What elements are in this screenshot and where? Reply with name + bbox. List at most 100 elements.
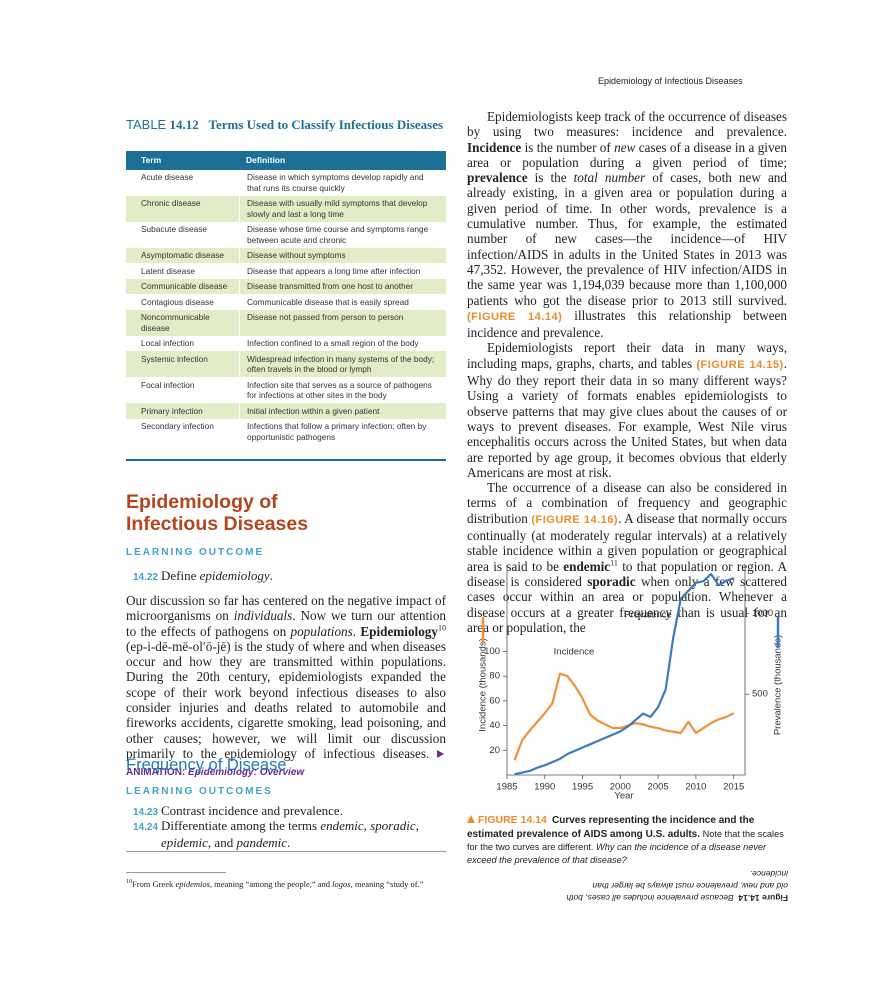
outcome-text: , and xyxy=(207,835,237,850)
definition-cell: Disease whose time course and symptoms r… xyxy=(239,221,446,248)
y-tick-label: 40 xyxy=(489,720,500,731)
x-tick-label: 1995 xyxy=(572,782,593,793)
outcome-text: Differentiate among the terms xyxy=(161,818,321,833)
table-number: 14.12 xyxy=(169,117,199,132)
outcome: 14.23 Contrast incidence and prevalence. xyxy=(133,803,446,820)
term-cell: Contagious disease xyxy=(141,296,214,307)
outcome-heading: LEARNING OUTCOMES xyxy=(126,786,273,797)
text: of cases, both new and already existing,… xyxy=(467,170,787,308)
figure-ref[interactable]: (FIGURE 14.14) xyxy=(467,310,563,323)
outcome-text: pandemic xyxy=(236,835,287,850)
table-row: Latent disease Disease that appears a lon… xyxy=(126,263,446,279)
outcome-number: 14.22 xyxy=(133,572,159,583)
footnote-ref: 10 xyxy=(438,623,446,633)
section-rule xyxy=(126,851,446,852)
x-tick-label: 1985 xyxy=(496,782,517,793)
term: endemic xyxy=(563,558,611,574)
text: epidemios xyxy=(175,879,210,889)
inverted-answer: Figure 14.14 Because prevalence includes… xyxy=(560,868,788,904)
definition-cell: Infections that follow a primary infecti… xyxy=(239,418,446,445)
x-tick-label: 2010 xyxy=(685,782,706,793)
text: to that population or region. A disease … xyxy=(467,558,787,589)
outcome-text: endemic xyxy=(320,818,364,833)
paragraph: Epidemiologists keep track of the occurr… xyxy=(467,109,787,340)
definition-cell: Communicable disease that is easily spre… xyxy=(239,294,446,310)
table-row: Local infection Infection confined to a s… xyxy=(126,335,446,351)
media-title[interactable]: Epidemiology: Overview xyxy=(188,767,305,779)
text: (ep-i-dē-mē-ol′ō-jē) is the study of whe… xyxy=(126,638,446,761)
outcome-number: 14.23 xyxy=(133,807,159,818)
figure-label: FIGURE 14.14 xyxy=(478,814,547,826)
text: . Why do they report their data in so ma… xyxy=(467,355,787,480)
figure-ref[interactable]: (FIGURE 14.15) xyxy=(696,358,784,371)
term-cell: Systemic infection xyxy=(126,351,239,377)
outcome-text: Define xyxy=(161,568,200,583)
table-row: Communicable disease Disease transmitted … xyxy=(126,278,446,294)
table-row: Acute disease Disease in which symptoms d… xyxy=(126,169,446,196)
figure-ref[interactable]: (FIGURE 14.16) xyxy=(531,513,619,526)
series-annotation: Prevalence xyxy=(624,610,672,621)
definition-cell: Disease without symptoms xyxy=(239,247,446,263)
outcome-text: epidemiology xyxy=(199,568,270,583)
terms-table: Term Definition Acute disease Disease in wh… xyxy=(126,151,446,445)
table-title: TABLE 14.12 Terms Used to Classify Infec… xyxy=(126,117,446,132)
text: Epidemiologists keep track of the occurr… xyxy=(467,109,787,140)
y-axis-label: Incidence (thousands) xyxy=(478,638,489,731)
text: , meaning “study of.” xyxy=(350,879,424,889)
table-row: Secondary infection Infections that follo… xyxy=(126,418,446,445)
term-cell: Subacute disease xyxy=(141,224,207,234)
table-row: Noncommunicable disease Disease not passe… xyxy=(126,309,446,336)
term-cell: Secondary infection xyxy=(141,421,214,431)
term-cell: Local infection xyxy=(141,338,195,348)
table-row: Subacute disease Disease whose time cours… xyxy=(126,221,446,248)
definition-cell: Disease in which symptoms develop rapidl… xyxy=(239,169,446,196)
outcome: 14.24 Differentiate among the terms endem… xyxy=(133,818,451,850)
paragraph: The occurrence of a disease can also be … xyxy=(467,480,787,635)
text: . xyxy=(352,623,361,639)
text: illustrates this relationship between in… xyxy=(467,307,787,341)
text: logos xyxy=(332,879,351,889)
definition-cell: Disease with usually mild symptoms that … xyxy=(239,195,446,222)
body-paragraph: Our discussion so far has centered on th… xyxy=(126,593,446,781)
text: populations xyxy=(290,623,353,639)
table-row: Primary infection Initial infection withi… xyxy=(126,403,446,419)
caption-text: Note that the scales for the two curves … xyxy=(467,828,784,853)
y-tick-label: 60 xyxy=(489,695,500,706)
text: . Now we turn our attention to the effec… xyxy=(126,608,447,639)
y2-tick-label: 1000 xyxy=(752,608,773,619)
text: Our discussion so far has centered on th… xyxy=(126,593,446,624)
term-cell: Latent disease xyxy=(141,265,195,276)
table-heading: Terms Used to Classify Infectious Diseas… xyxy=(208,117,444,132)
text: is the xyxy=(527,170,574,186)
table-row: Focal infection Infection site that serve… xyxy=(126,377,446,403)
column-header: Definition xyxy=(239,151,446,170)
media-link[interactable]: ANIMATION: Epidemiology: Overview xyxy=(126,749,446,779)
outcome-text: . xyxy=(269,568,273,583)
column-header: Term xyxy=(126,151,239,170)
outcome-text: epidemic xyxy=(161,835,208,850)
term-cell: Focal infection xyxy=(141,379,195,390)
footnote: 10From Greek epidemios, meaning “among t… xyxy=(126,879,446,889)
definition-cell: Disease transmitted from one host to ano… xyxy=(239,278,446,294)
term: sporadic xyxy=(587,573,636,589)
section-title: Epidemiology of Infectious Diseases xyxy=(126,491,309,535)
term-cell: Primary infection xyxy=(126,403,239,419)
definition-cell: Disease that appears a long time after i… xyxy=(239,263,446,279)
outcome-text: , xyxy=(415,818,419,833)
term-cell: Noncommunicable disease xyxy=(126,309,239,336)
definition-cell: Initial infection within a given patient xyxy=(239,403,446,419)
table-row: Systemic infection Widespread infection i… xyxy=(126,351,446,377)
media-label[interactable]: ANIMATION: xyxy=(126,767,186,779)
caption-question: Why can the incidence of a disease never… xyxy=(467,842,767,865)
footnote-rule xyxy=(126,872,226,873)
outcome-text: , xyxy=(363,818,371,833)
x-tick-label: 2000 xyxy=(610,782,631,793)
text: total number xyxy=(573,170,646,186)
axis-frame xyxy=(506,565,746,776)
footnote-number: 10 xyxy=(126,879,132,886)
right-column: Epidemiologists keep track of the occurr… xyxy=(467,109,787,635)
definition-cell: Disease not passed from person to person xyxy=(239,309,446,336)
definition-cell: Infection confined to a small region of … xyxy=(239,335,446,351)
table-label: TABLE xyxy=(126,117,167,132)
text: individuals xyxy=(233,608,293,624)
